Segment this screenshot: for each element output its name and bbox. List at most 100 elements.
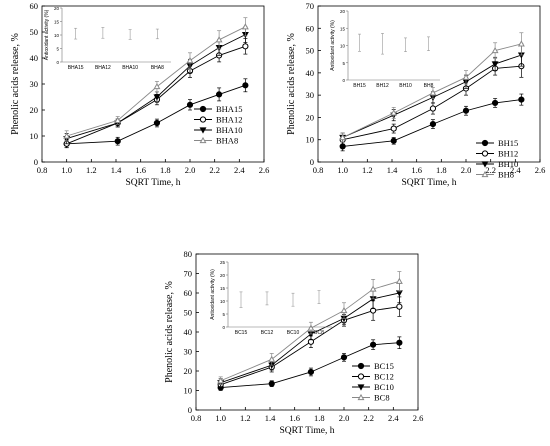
x-tick-label: 1.8 bbox=[314, 413, 325, 423]
y-tick-label: 70 bbox=[306, 1, 315, 11]
y-axis-label: Phenolic acids release, % bbox=[286, 33, 297, 135]
series-line bbox=[220, 306, 400, 386]
y-tick-label: 50 bbox=[184, 308, 193, 318]
series-BH12 bbox=[339, 54, 525, 145]
y-tick-label: 10 bbox=[30, 131, 39, 141]
series-BH8 bbox=[339, 32, 525, 143]
y-tick-label: 40 bbox=[184, 327, 193, 337]
y-tick-label: 60 bbox=[30, 1, 39, 11]
y-tick-label: 30 bbox=[306, 90, 315, 100]
legend-label: BHA10 bbox=[216, 125, 242, 135]
data-point bbox=[215, 36, 223, 43]
series-line bbox=[342, 43, 522, 138]
data-point bbox=[492, 99, 499, 107]
data-point bbox=[114, 116, 122, 123]
inset-y-tick-label: 20 bbox=[340, 9, 346, 14]
inset-y-tick-label: 20 bbox=[54, 6, 60, 11]
x-tick-label: 2.4 bbox=[234, 165, 245, 175]
x-axis-label: SQRT Time, h bbox=[402, 178, 457, 188]
y-tick-label: 40 bbox=[30, 53, 39, 63]
inset-category-label: BC12 bbox=[261, 330, 274, 336]
x-tick-label: 1.6 bbox=[135, 165, 146, 175]
series-line bbox=[342, 54, 522, 138]
data-point bbox=[307, 368, 315, 376]
y-tick-label: 40 bbox=[306, 68, 315, 78]
x-tick-label: 2.6 bbox=[259, 165, 270, 175]
data-point bbox=[518, 96, 525, 103]
data-point bbox=[429, 89, 437, 96]
data-point bbox=[429, 121, 437, 128]
data-point bbox=[390, 109, 398, 116]
x-tick-label: 2.2 bbox=[209, 165, 220, 175]
y-axis-label: Phenolic acids release, % bbox=[164, 281, 175, 383]
chart-panel-bottom: 0.8 1.0 1.2 1.4 1.6 1.8 2.0 2.2 2.4 2.6 0 10 20 30 40 5… bbox=[164, 249, 423, 436]
series-line bbox=[342, 99, 522, 147]
chart-panel-right: 0.8 1.0 1.2 1.4 1.6 1.8 2.0 2.2 2.4 2.6 0 10 20 30 40 5… bbox=[286, 1, 545, 188]
legend-marker bbox=[357, 384, 365, 391]
series-line bbox=[66, 26, 246, 137]
data-point bbox=[396, 339, 403, 346]
data-point bbox=[153, 82, 161, 90]
data-point bbox=[462, 107, 470, 114]
x-tick-label: 2.0 bbox=[185, 165, 196, 175]
inset-y-tick-label: 5 bbox=[342, 61, 345, 66]
data-point bbox=[153, 94, 161, 101]
data-point bbox=[153, 119, 161, 127]
inset-y-tick-label: 0 bbox=[222, 325, 225, 330]
inset-y-tick-label: 10 bbox=[220, 299, 226, 304]
y-tick-label: 50 bbox=[306, 46, 315, 56]
data-point bbox=[63, 132, 71, 139]
legend-marker bbox=[481, 161, 489, 168]
series-line bbox=[220, 292, 400, 384]
data-point bbox=[242, 43, 249, 50]
inset-category-label: BC15 bbox=[235, 330, 248, 336]
x-tick-label: 1.6 bbox=[289, 413, 300, 423]
inset-y-tick-label: 15 bbox=[220, 286, 226, 291]
x-tick-label: 1.2 bbox=[86, 165, 97, 175]
data-point bbox=[491, 61, 499, 68]
inset-y-tick-label: 10 bbox=[340, 44, 346, 49]
series-BC8 bbox=[217, 271, 403, 385]
series-BH15 bbox=[339, 93, 525, 152]
data-point bbox=[268, 380, 275, 387]
data-point bbox=[370, 341, 377, 348]
data-point bbox=[114, 138, 121, 145]
x-tick-label: 2.2 bbox=[363, 413, 374, 423]
data-point bbox=[462, 73, 470, 80]
x-tick-label: 2.4 bbox=[388, 413, 399, 423]
inset-y-tick-label: 25 bbox=[220, 260, 226, 265]
x-tick-label: 0.8 bbox=[313, 165, 324, 175]
data-point bbox=[340, 354, 348, 361]
y-tick-label: 70 bbox=[184, 269, 193, 279]
inset-y-axis-label: Antioxidant activity (%) bbox=[44, 9, 50, 60]
data-point bbox=[186, 56, 194, 64]
y-tick-label: 30 bbox=[30, 79, 39, 89]
inset-category-label: BHA8 bbox=[151, 65, 164, 71]
y-tick-label: 10 bbox=[184, 386, 193, 396]
data-point bbox=[491, 46, 499, 54]
data-point bbox=[241, 23, 249, 30]
x-tick-label: 1.4 bbox=[111, 165, 122, 175]
data-point bbox=[390, 137, 397, 144]
series-line bbox=[66, 34, 246, 140]
series-line bbox=[220, 342, 400, 389]
data-point bbox=[307, 324, 315, 331]
x-tick-label: 1.0 bbox=[61, 165, 72, 175]
inset-category-label: BC10 bbox=[287, 330, 300, 336]
inset-chart: 0 5 10 15 20 25 Antioxidant activity (%) BC15 BC… bbox=[210, 260, 332, 336]
inset-category-label: BHA10 bbox=[122, 65, 138, 71]
y-tick-label: 0 bbox=[188, 405, 192, 415]
inset-category-label: BHA15 bbox=[68, 65, 84, 71]
x-tick-label: 1.4 bbox=[265, 413, 276, 423]
legend-marker bbox=[481, 139, 489, 147]
legend-label: BH8 bbox=[498, 170, 514, 180]
inset-y-tick-label: 20 bbox=[220, 273, 226, 278]
legend-marker bbox=[357, 362, 365, 370]
inset-y-tick-label: 10 bbox=[54, 33, 60, 38]
x-axis-label: SQRT Time, h bbox=[126, 178, 181, 188]
inset-y-tick-label: 15 bbox=[54, 20, 60, 25]
data-point bbox=[390, 125, 397, 132]
